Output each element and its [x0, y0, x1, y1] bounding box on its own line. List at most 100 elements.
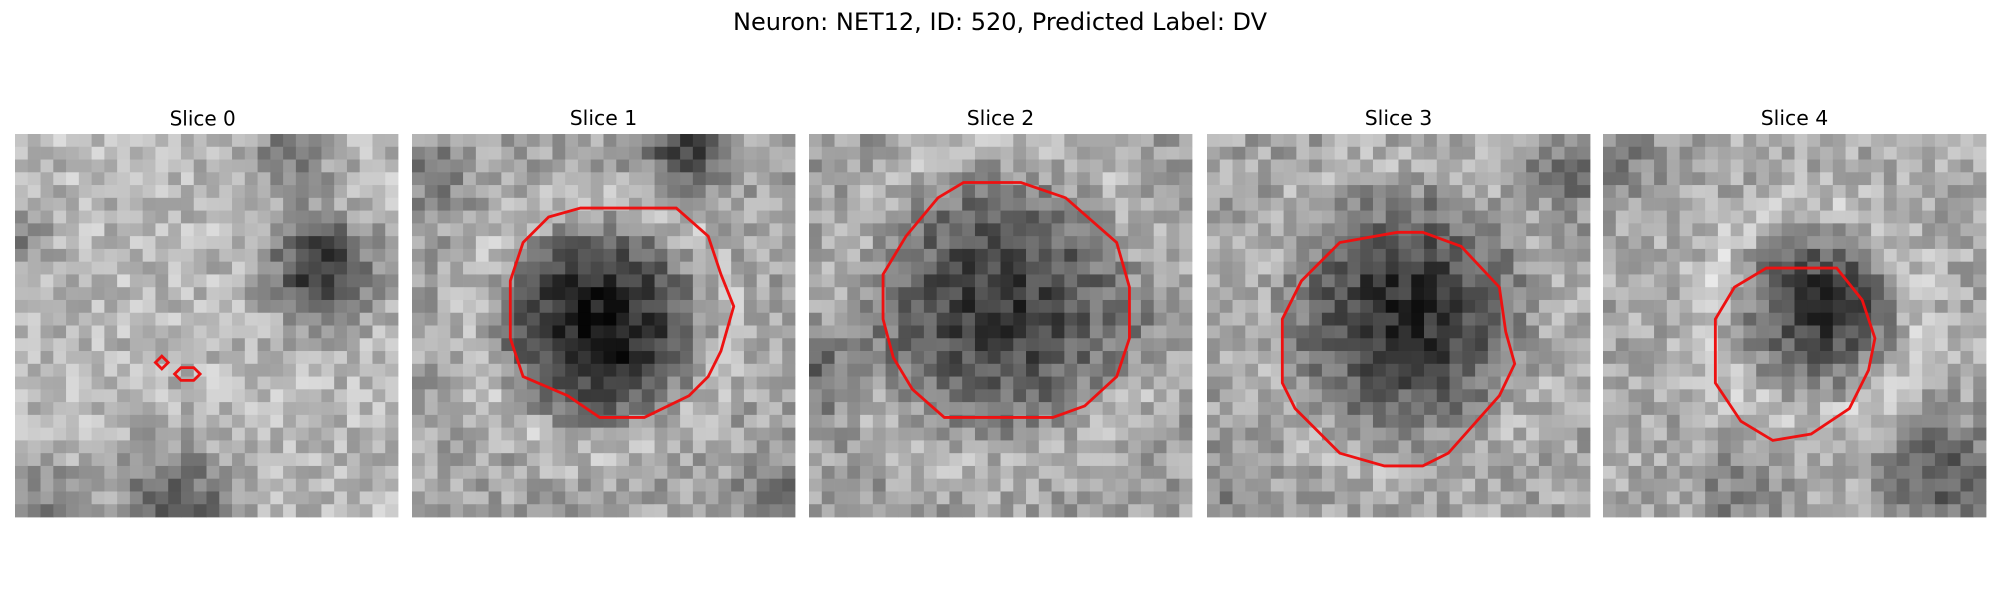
pixel — [1883, 261, 1898, 275]
pixel — [372, 223, 386, 237]
pixel — [731, 325, 745, 339]
pixel — [308, 325, 322, 339]
pixel — [1743, 478, 1757, 492]
pixel — [232, 325, 246, 339]
pixel — [412, 363, 426, 377]
pixel — [1245, 146, 1259, 160]
pixel — [1115, 159, 1129, 173]
pixel — [731, 146, 745, 160]
pixel — [962, 440, 976, 454]
pixel — [1296, 363, 1310, 377]
pixel — [155, 453, 169, 467]
pixel — [1820, 453, 1834, 467]
pixel — [334, 414, 348, 429]
pixel — [1500, 414, 1514, 429]
pixel — [142, 236, 156, 250]
pixel — [756, 185, 770, 199]
pixel — [1115, 440, 1129, 454]
pixel — [1743, 236, 1757, 250]
pixel — [1128, 134, 1142, 148]
pixel — [1692, 504, 1706, 518]
pixel — [565, 376, 579, 390]
pixel — [590, 261, 604, 275]
pixel — [1641, 478, 1655, 492]
pixel — [1641, 185, 1655, 199]
pixel — [104, 274, 118, 288]
pixel — [1309, 223, 1323, 237]
pixel — [756, 402, 770, 416]
pixel — [488, 287, 502, 301]
pixel — [501, 197, 515, 211]
pixel — [334, 351, 348, 365]
pixel — [1283, 312, 1297, 326]
pixel — [206, 210, 220, 224]
pixel — [206, 236, 220, 250]
pixel — [1140, 338, 1155, 352]
pixel — [718, 299, 732, 314]
pixel — [743, 414, 758, 429]
pixel — [1692, 236, 1706, 250]
pixel — [180, 402, 195, 416]
pixel — [1153, 146, 1167, 160]
pixel — [1089, 274, 1104, 288]
pixel — [1347, 223, 1361, 237]
pixel — [1500, 134, 1514, 148]
pixel — [1347, 261, 1361, 275]
pixel — [1296, 453, 1310, 467]
pixel — [1462, 363, 1476, 377]
pixel — [1372, 185, 1387, 199]
pixel — [885, 389, 899, 403]
pixel — [667, 210, 681, 224]
pixel — [91, 338, 105, 352]
pixel — [1743, 274, 1757, 288]
pixel — [475, 402, 489, 416]
pixel — [743, 134, 758, 148]
pixel — [488, 172, 502, 186]
pixel — [1730, 465, 1744, 480]
pixel — [1140, 248, 1155, 263]
pixel — [359, 465, 373, 480]
pixel — [949, 210, 963, 224]
pixel — [412, 210, 426, 224]
pixel — [475, 261, 489, 275]
pixel — [463, 325, 477, 339]
pixel — [308, 427, 322, 441]
pixel — [15, 134, 29, 148]
pixel — [680, 159, 694, 173]
pixel — [1258, 159, 1272, 173]
pixel — [1219, 440, 1233, 454]
pixel — [295, 465, 310, 480]
pixel — [1153, 414, 1167, 429]
pixel — [743, 274, 758, 288]
pixel — [1947, 312, 1961, 326]
pixel — [872, 236, 886, 250]
pixel — [1449, 146, 1463, 160]
pixel — [1258, 210, 1272, 224]
pixel — [1832, 351, 1846, 365]
pixel — [847, 465, 861, 480]
pixel — [1628, 274, 1642, 288]
pixel — [424, 312, 438, 326]
pixel — [1705, 465, 1719, 480]
pixel — [809, 312, 823, 326]
pixel — [1743, 440, 1757, 454]
pixel — [1896, 159, 1910, 173]
pixel — [412, 146, 426, 160]
pixel — [565, 427, 579, 441]
pixel — [1947, 389, 1961, 403]
pixel — [590, 351, 604, 365]
pixel — [1153, 363, 1167, 377]
pixel — [501, 491, 515, 505]
pixel — [1334, 134, 1348, 148]
pixel — [283, 159, 297, 173]
pixel — [1947, 427, 1961, 441]
contour — [881, 181, 1131, 419]
pixel — [1051, 351, 1065, 365]
pixel — [743, 210, 758, 224]
pixel — [1462, 465, 1476, 480]
pixel — [1115, 402, 1129, 416]
pixel — [987, 185, 1001, 199]
pixel — [911, 491, 925, 505]
pixel — [1513, 172, 1527, 186]
pixel — [1717, 363, 1732, 377]
